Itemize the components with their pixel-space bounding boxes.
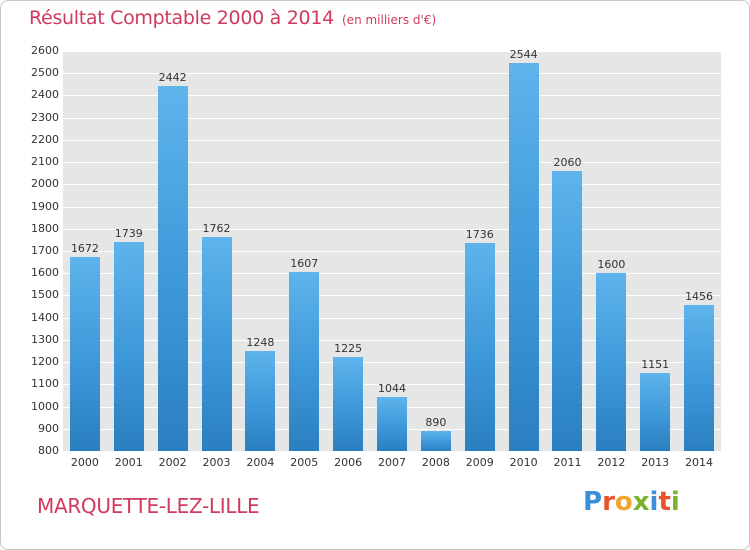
bar-value-label: 1225	[334, 341, 363, 355]
bar-value-label: 1739	[114, 227, 143, 241]
y-tick-label: 1400	[31, 310, 59, 324]
bar-2009	[464, 243, 495, 451]
proxiti-logo: Proxiti	[583, 487, 680, 517]
logo-letter: i	[670, 487, 680, 517]
x-tick-label: 2006	[334, 456, 363, 469]
gridline	[63, 73, 721, 75]
bar-value-label: 2060	[553, 156, 582, 169]
y-tick-label: 2600	[31, 44, 59, 57]
bar-2011	[552, 171, 583, 451]
x-tick-label: 2014	[685, 456, 714, 469]
logo-letter: i	[649, 487, 659, 517]
y-tick-label: 1300	[31, 332, 59, 346]
y-tick-label: 800	[38, 444, 59, 457]
gridline	[63, 295, 721, 297]
y-tick-label: 2500	[31, 66, 59, 80]
gridline	[63, 139, 721, 141]
bar-value-label: 890	[425, 416, 447, 429]
bar-value-label: 1600	[597, 258, 626, 272]
bar-2008	[420, 431, 451, 451]
gridline	[63, 228, 721, 230]
bar-2005	[289, 271, 320, 451]
bar-value-label: 1248	[246, 336, 275, 350]
x-tick-label: 2000	[70, 456, 99, 469]
bar-2004	[245, 351, 276, 451]
gridline	[63, 317, 721, 319]
gridline	[63, 339, 721, 341]
bar-value-label: 1762	[202, 222, 231, 236]
gridline	[63, 362, 721, 364]
gridline	[63, 162, 721, 164]
x-tick-label: 2008	[421, 456, 450, 469]
y-tick-label: 1500	[31, 288, 59, 302]
bar-value-label: 2544	[509, 48, 538, 62]
bar-value-label: 1736	[465, 228, 494, 241]
chart-subtitle: (en milliers d'€)	[342, 13, 437, 27]
bar-value-label: 1672	[70, 242, 99, 256]
logo-letter: P	[583, 487, 603, 517]
bar-2002	[157, 86, 188, 451]
y-tick-label: 900	[38, 421, 59, 435]
y-tick-label: 2100	[31, 155, 59, 169]
chart-title: Résultat Comptable 2000 à 2014	[29, 7, 334, 29]
y-tick-label: 2000	[31, 177, 59, 191]
y-tick-label: 2200	[31, 132, 59, 146]
bar-value-label: 2442	[158, 71, 187, 85]
logo-letter: t	[658, 487, 671, 517]
logo-letter: o	[614, 487, 633, 517]
plot-area: 1672 1739 2442 1762 1248 1607 1225 1044 890 1736 2…	[63, 48, 721, 451]
gridline	[63, 95, 721, 97]
y-tick-label: 1000	[31, 399, 59, 413]
logo-letter: r	[602, 487, 615, 517]
y-tick-label: 1800	[31, 221, 59, 235]
gridline	[63, 51, 721, 52]
x-tick-label: 2010	[509, 456, 538, 469]
y-tick-label: 2400	[31, 88, 59, 102]
y-tick-label: 1200	[31, 355, 59, 369]
bar-2013	[640, 373, 671, 451]
logo-letter: x	[632, 487, 650, 517]
x-tick-label: 2013	[641, 456, 670, 469]
bar-2006	[333, 356, 364, 451]
x-tick-label: 2001	[114, 456, 143, 469]
y-tick-label: 1900	[31, 199, 59, 213]
x-tick-label: 2003	[202, 456, 231, 469]
bar-value-label: 1456	[685, 290, 714, 304]
bar-2000	[69, 257, 100, 451]
y-tick-label: 1100	[31, 377, 59, 391]
bar-2010	[508, 63, 539, 451]
x-tick-label: 2007	[378, 456, 406, 469]
gridline	[63, 117, 721, 119]
gridline	[63, 251, 721, 252]
x-tick-label: 2011	[553, 456, 582, 469]
gridline	[63, 184, 721, 186]
x-tick-label: 2002	[158, 456, 187, 469]
x-tick-label: 2005	[290, 456, 319, 469]
bar-value-label: 1151	[641, 358, 670, 371]
y-tick-label: 2300	[31, 110, 59, 124]
bar-value-label: 1044	[378, 381, 406, 395]
x-tick-label: 2012	[597, 456, 626, 469]
x-tick-label: 2009	[465, 456, 494, 469]
gridline	[63, 206, 721, 208]
bar-2003	[201, 237, 232, 451]
bar-2012	[596, 273, 627, 451]
bar-2014	[684, 305, 715, 451]
y-tick-label: 1700	[31, 244, 59, 257]
commune-name: MARQUETTE-LEZ-LILLE	[37, 494, 260, 518]
bar-2001	[113, 242, 144, 451]
gridline	[63, 273, 721, 275]
bar-2007	[377, 396, 407, 451]
bar-value-label: 1607	[290, 256, 319, 270]
gridline	[63, 384, 721, 386]
x-tick-label: 2004	[246, 456, 275, 469]
y-tick-label: 1600	[31, 266, 59, 280]
